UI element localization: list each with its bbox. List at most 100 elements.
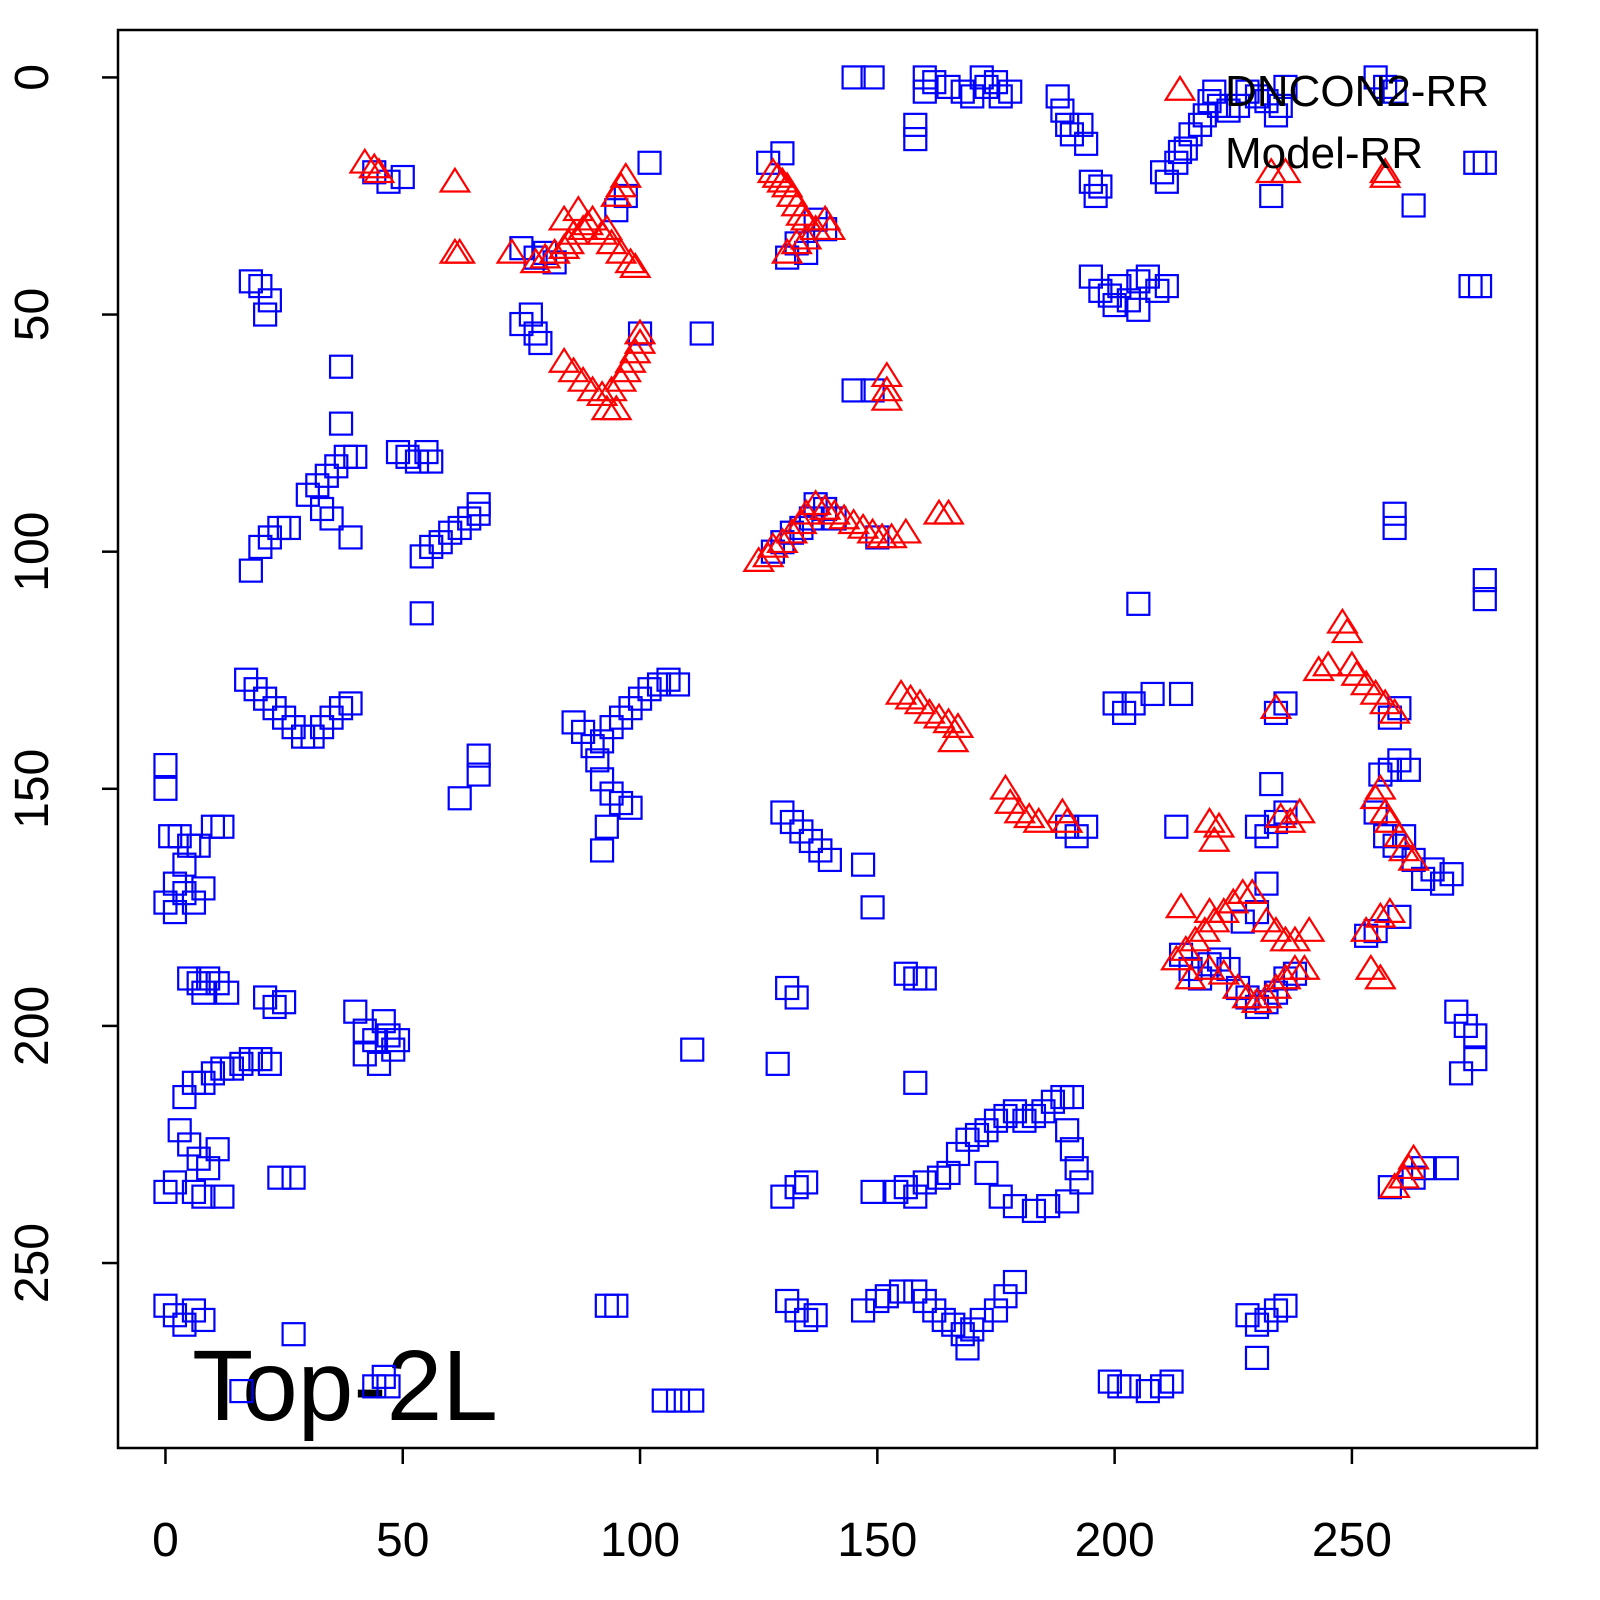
square-point (272, 705, 297, 730)
triangle-point (1373, 897, 1407, 923)
square-point (1254, 1307, 1279, 1333)
triangle-point (884, 678, 918, 705)
square-point (1055, 1189, 1080, 1214)
square-point (974, 74, 999, 100)
square-point (1126, 269, 1151, 294)
square-point (1088, 174, 1113, 199)
square-point (181, 1298, 207, 1323)
square-point (162, 1303, 188, 1328)
square-point (888, 1279, 914, 1304)
square-point (343, 999, 368, 1024)
square-point (689, 321, 714, 346)
square-point (1448, 1061, 1474, 1086)
square-point (1078, 264, 1103, 289)
square-point (770, 1184, 795, 1209)
triangle-point (789, 223, 823, 250)
square-point (1055, 112, 1080, 137)
square-point (1031, 1099, 1056, 1124)
x-tick-label: 250 (1312, 1514, 1392, 1567)
square-point (1126, 591, 1151, 616)
square-point (414, 439, 439, 465)
square-point (594, 1293, 619, 1318)
square-point (262, 696, 287, 721)
square-point (1382, 79, 1407, 104)
square-point (523, 321, 548, 346)
square-point (926, 1165, 952, 1190)
square-point (1373, 74, 1398, 100)
square-point (205, 1137, 230, 1162)
square-point (618, 795, 643, 820)
square-point (775, 1288, 800, 1314)
square-point (366, 1051, 392, 1076)
square-point (1135, 264, 1160, 289)
square-point (395, 444, 420, 469)
triangle-point (1397, 1143, 1430, 1170)
triangle-point (547, 233, 581, 260)
triangle-point (1164, 892, 1198, 919)
square-point (680, 1037, 705, 1062)
triangle-point (1397, 844, 1430, 871)
triangle-point (1050, 806, 1084, 833)
square-point (1368, 762, 1393, 787)
square-point (1259, 183, 1284, 209)
square-point (798, 828, 823, 854)
triangle-point (1330, 617, 1364, 644)
square-point (181, 890, 207, 915)
square-point (1164, 814, 1189, 839)
square-point (1059, 1084, 1085, 1110)
square-point (1140, 681, 1165, 707)
square-point (665, 672, 691, 697)
square-point (974, 1160, 999, 1186)
square-point (523, 245, 548, 270)
square-point (1453, 1013, 1478, 1039)
triangle-point (576, 375, 609, 402)
y-tick-label: 250 (6, 1223, 59, 1303)
square-point (1159, 1369, 1184, 1394)
square-point (1102, 691, 1127, 716)
square-point (998, 79, 1023, 104)
triangle-point (1373, 806, 1407, 833)
triangle-point (785, 199, 818, 226)
square-point (1149, 160, 1175, 185)
square-point (352, 1018, 377, 1043)
square-point (604, 1293, 629, 1318)
triangle-point (1179, 925, 1212, 952)
square-point (1064, 1156, 1089, 1181)
square-point (993, 1284, 1018, 1309)
square-point (884, 1179, 909, 1205)
square-point (1055, 1118, 1080, 1143)
square-point (627, 686, 653, 711)
triangle-point (595, 375, 628, 402)
square-point (1273, 691, 1298, 716)
square-point (1097, 283, 1122, 308)
square-point (153, 1293, 178, 1318)
square-point (438, 520, 463, 545)
triangle-point (609, 161, 643, 188)
square-point (362, 1028, 387, 1053)
triangle-point (623, 318, 657, 345)
square-point (955, 1127, 980, 1152)
square-point (1167, 139, 1193, 165)
square-point (680, 1388, 705, 1413)
square-point (817, 847, 842, 873)
triangle-point (600, 394, 633, 421)
square-point (1463, 150, 1488, 175)
triangle-point (562, 195, 595, 222)
x-tick-label: 0 (152, 1514, 179, 1567)
legend-label: Model-RR (1225, 129, 1423, 178)
plot-frame (116, 28, 1539, 1450)
square-point (1244, 1312, 1270, 1337)
square-point (1045, 84, 1070, 109)
triangle-point (557, 218, 590, 245)
square-point (167, 1118, 192, 1143)
triangle-point (1012, 802, 1046, 829)
triangle-point (766, 527, 799, 554)
square-point (945, 1141, 971, 1167)
square-point (447, 515, 472, 541)
square-point (1439, 862, 1464, 887)
square-point (656, 667, 681, 692)
triangle-point (614, 247, 647, 274)
square-point (912, 1288, 937, 1314)
square-point (1254, 824, 1279, 849)
square-point (756, 150, 781, 175)
